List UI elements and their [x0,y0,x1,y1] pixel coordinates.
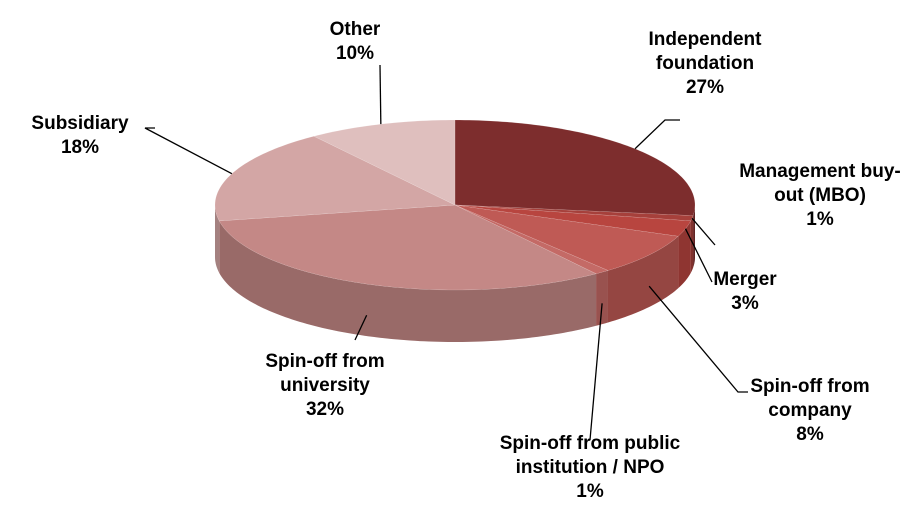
leader-line [379,64,382,125]
leader-line [144,127,233,175]
slice-value: 3% [731,293,759,314]
leader-line [691,217,716,246]
pie-side-shade [219,220,597,342]
leader-line [648,285,748,393]
slice-name: Other [329,19,381,40]
slice-value: 32% [305,399,345,420]
pie-side [690,215,694,273]
pie-slice [218,204,597,291]
leader-line [684,228,713,283]
slice-name: Spin-off from public institution / NPO [499,433,681,478]
slice-label: Spin-off from university 32% [245,350,405,422]
pie-side [215,205,220,273]
pie-slice [214,135,456,222]
slice-label: Spin-off from public institution / NPO 1% [495,432,685,504]
pie-side [596,270,608,326]
slice-value: 1% [806,209,834,230]
slice-label: Merger 3% [710,268,780,316]
slice-label: Management buy-out (MBO) 1% [735,160,905,232]
slice-label: Spin-off from company 8% [735,375,885,447]
slice-label: Other 10% [305,18,405,66]
leader-line [589,303,603,441]
pie-slice [454,119,696,216]
pie-slice [454,204,679,271]
pie-slice [454,204,692,237]
slice-value: 8% [796,424,824,445]
pie-side [678,220,691,289]
pie-side [607,236,679,323]
slice-label: Independent foundation 27% [630,28,780,100]
pie-side-shade [678,220,691,289]
slice-label: Subsidiary 18% [5,112,155,160]
slice-name: Spin-off from company [750,376,870,421]
slice-value: 10% [335,43,375,64]
slice-value: 27% [685,77,725,98]
slice-name: Management buy-out (MBO) [739,161,901,206]
leader-line [354,314,368,341]
pie-side-shade [607,236,679,323]
slice-name: Independent foundation [648,29,762,74]
pie-side [219,220,597,342]
pie-side-shade [215,205,220,273]
leader-line [634,119,680,150]
slice-name: Spin-off from university [265,351,385,396]
slice-name: Subsidiary [31,113,129,134]
pie-side-shade [596,270,608,326]
slice-value: 1% [576,481,604,502]
pie-side-shade [690,215,694,273]
slice-value: 18% [60,137,100,158]
slice-name: Merger [713,269,777,290]
